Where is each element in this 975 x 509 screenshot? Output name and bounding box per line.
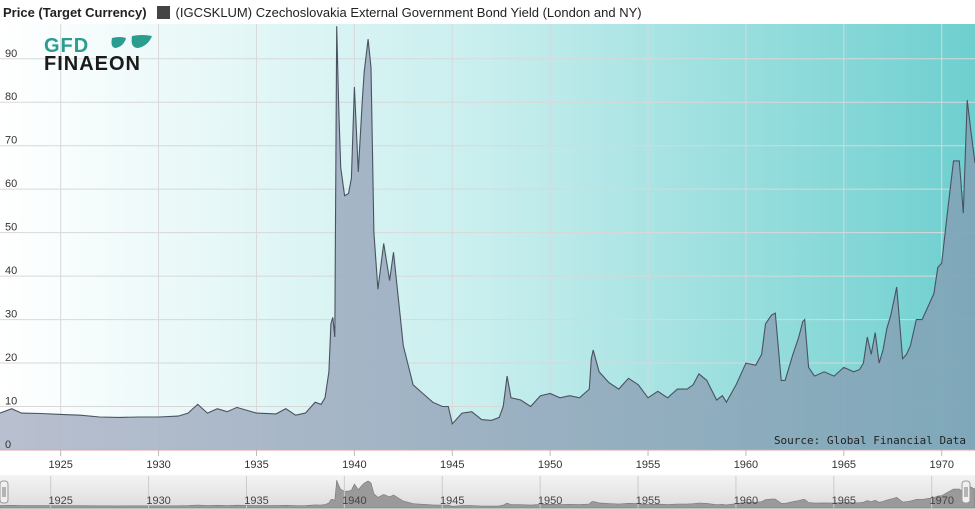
navigator-tick-label-1930: 1930: [146, 495, 170, 507]
navigator-right-handle[interactable]: [961, 480, 971, 504]
gfd-finaeon-logo: GFD FINAEON: [44, 35, 152, 75]
y-tick-label-20: 20: [5, 352, 17, 364]
chart-area: 0 10 20 30 40 50 60 70 80 90 1925 1930 1935 1940 1945…: [0, 24, 975, 509]
navigator-tick-label-1960: 1960: [734, 495, 758, 507]
x-tick-label-1930: 1930: [146, 459, 170, 471]
y-axis-title: Price (Target Currency): [3, 4, 147, 20]
x-tick-label-1965: 1965: [832, 459, 856, 471]
series-area-fill: [0, 26, 975, 450]
y-axis: 0 10 20 30 40 50 60 70 80 90: [5, 48, 17, 451]
navigator-tick-label-1945: 1945: [440, 495, 464, 507]
x-tick-label-1940: 1940: [342, 459, 366, 471]
series-layer: [0, 26, 975, 450]
y-tick-label-40: 40: [5, 265, 17, 277]
navigator-tick-label-1970: 1970: [929, 495, 953, 507]
logo-line2: FINAEON: [44, 53, 141, 75]
navigator-tick-label-1935: 1935: [244, 495, 268, 507]
navigator-tick-label-1965: 1965: [832, 495, 856, 507]
logo-line1: GFD: [44, 35, 89, 57]
navigator-tick-label-1950: 1950: [538, 495, 562, 507]
x-axis: 1925 1930 1935 1940 1945 1950 1955 1960 1965 1970: [48, 450, 954, 471]
y-tick-label-90: 90: [5, 48, 17, 60]
navigator-series: [0, 479, 975, 509]
y-tick-label-70: 70: [5, 135, 17, 147]
navigator-series-area: [0, 479, 975, 509]
x-tick-label-1945: 1945: [440, 459, 464, 471]
source-note: Source: Global Financial Data: [774, 434, 966, 447]
y-tick-label-80: 80: [5, 91, 17, 103]
navigator-tick-label-1955: 1955: [636, 495, 660, 507]
series-line[interactable]: [0, 26, 975, 426]
y-tick-label-10: 10: [5, 396, 17, 408]
navigator-tick-label-1925: 1925: [48, 495, 72, 507]
chart-header: Price (Target Currency) (IGCSKLUM) Czech…: [0, 0, 975, 24]
navigator-left-handle[interactable]: [0, 480, 9, 504]
leaf-icon: [111, 35, 152, 48]
x-tick-label-1950: 1950: [538, 459, 562, 471]
x-tick-label-1955: 1955: [636, 459, 660, 471]
x-tick-label-1960: 1960: [734, 459, 758, 471]
legend-swatch[interactable]: [156, 5, 170, 19]
y-tick-label-30: 30: [5, 309, 17, 321]
y-tick-label-60: 60: [5, 178, 17, 190]
x-tick-label-1925: 1925: [48, 459, 72, 471]
y-tick-label-50: 50: [5, 222, 17, 234]
navigator-axis: 1925 1930 1935 1940 1945 1950 1955 1960 1965 1970: [48, 476, 954, 508]
navigator[interactable]: 1925 1930 1935 1940 1945 1950 1955 1960 1965 1970: [0, 475, 975, 509]
y-tick-label-0: 0: [5, 439, 11, 451]
navigator-tick-label-1940: 1940: [342, 495, 366, 507]
x-tick-label-1970: 1970: [929, 459, 953, 471]
legend-label[interactable]: (IGCSKLUM) Czechoslovakia External Gover…: [175, 4, 642, 20]
x-tick-label-1935: 1935: [244, 459, 268, 471]
